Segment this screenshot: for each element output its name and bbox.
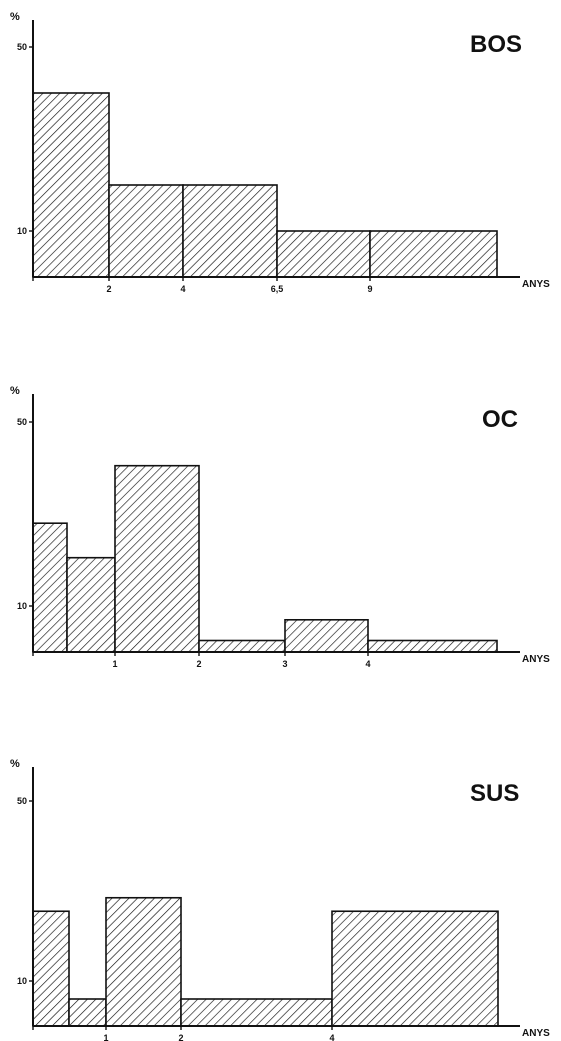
x-tick-label: 2 — [196, 659, 201, 669]
panel-oc: 10 50% 1 2 3 4 ANYS OC — [10, 385, 550, 669]
x-tick-label: 6,5 — [271, 284, 284, 294]
histogram-bar — [367, 639, 498, 653]
histogram-bar — [105, 896, 182, 1027]
histogram-bar — [198, 639, 286, 653]
x-axis-label: ANYS — [522, 1028, 550, 1039]
x-tick-label: 4 — [329, 1033, 334, 1041]
x-tick-label: 4 — [180, 284, 185, 294]
y-axis-unit: % — [10, 11, 20, 23]
x-tick-label: 2 — [178, 1033, 183, 1041]
x-tick-label: 2 — [106, 284, 111, 294]
histogram-bar — [68, 998, 107, 1027]
panel-title: OC — [482, 406, 518, 433]
histogram-bar — [32, 92, 110, 278]
histogram-bar — [114, 464, 200, 653]
y-tick-label: 10 — [17, 226, 27, 236]
histogram-bar — [284, 618, 369, 653]
panel-bos: 10 50% 2 4 6,5 9 ANYS BOS — [10, 11, 550, 294]
histogram-bar — [182, 184, 278, 278]
x-tick-label: 4 — [365, 659, 370, 669]
y-tick-label: 10 — [17, 601, 27, 611]
panel-title: SUS — [470, 780, 519, 807]
histogram-bar — [369, 230, 498, 278]
x-axis-label: ANYS — [522, 654, 550, 665]
panel-title: BOS — [470, 31, 522, 58]
x-tick-label: 3 — [282, 659, 287, 669]
panel-sus: 10 50% 1 2 4 ANYS SUS — [10, 758, 550, 1041]
y-tick-label: 50 — [17, 417, 27, 427]
y-tick-label: 50 — [17, 42, 27, 52]
x-tick-label: 1 — [103, 1033, 108, 1041]
histogram-bar — [108, 184, 184, 278]
histogram-bar — [276, 230, 371, 278]
histogram-bar — [180, 998, 333, 1027]
histogram-bar — [331, 910, 499, 1027]
x-axis-label: ANYS — [522, 279, 550, 290]
x-tick-label: 1 — [112, 659, 117, 669]
histogram-bar — [66, 556, 116, 653]
histogram-bar — [32, 910, 70, 1027]
y-tick-label: 50 — [17, 796, 27, 806]
x-tick-label: 9 — [367, 284, 372, 294]
y-axis-unit: % — [10, 385, 20, 397]
y-axis-unit: % — [10, 758, 20, 770]
y-tick-label: 10 — [17, 976, 27, 986]
histogram-bar — [32, 522, 68, 653]
